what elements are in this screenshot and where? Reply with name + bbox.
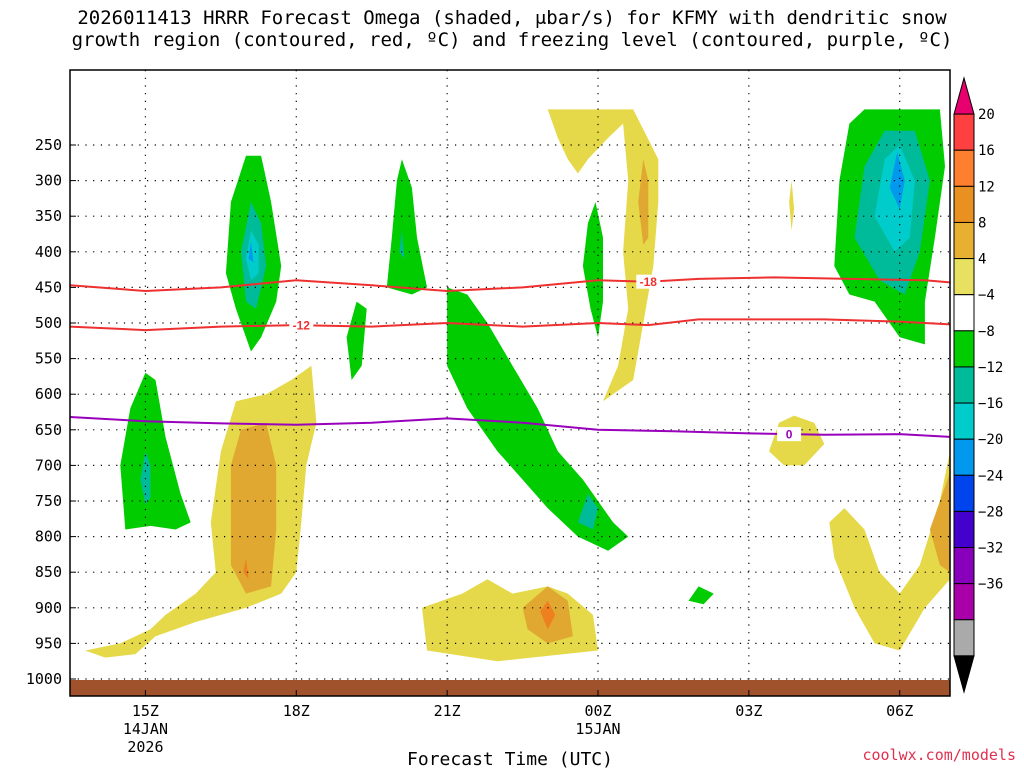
x-tick-label-03Z: 03Z <box>735 702 762 720</box>
omega-region-orange-17z <box>243 558 249 580</box>
colorbar-bin-14 <box>953 583 975 621</box>
contour-label-2: 0 <box>786 428 793 442</box>
colorbar-bin-9 <box>953 402 975 440</box>
omega-shading <box>85 109 950 662</box>
colorbar-label-1: 16 <box>978 143 995 159</box>
colorbar-label-4: 4 <box>978 252 986 268</box>
ground-surface <box>70 680 950 696</box>
y-tick-label-550: 550 <box>35 350 62 368</box>
credit-text: coolwx.com/models <box>862 746 1016 764</box>
omega-region-yellow-0530z <box>829 451 950 651</box>
colorbar: 20 16 12 8 4 −4 −8 −12 −16 −20 −24 −28 −32 −36 <box>953 76 1003 694</box>
chart-title-line2: growth region (contoured, red, ºC) and f… <box>72 29 953 51</box>
colorbar-bin-7 <box>953 330 975 368</box>
y-tick-label-250: 250 <box>35 136 62 154</box>
x-tick-label-00Z: 00Z <box>584 702 611 720</box>
chart-title-line1: 2026011413 HRRR Forecast Omega (shaded, … <box>77 7 947 29</box>
colorbar-label-11: −28 <box>978 504 1003 520</box>
y-tick-label-650: 650 <box>35 421 62 439</box>
contour-label-bg-1 <box>289 318 314 333</box>
contour-label-0: -18 <box>640 275 658 289</box>
colorbar-bin-1 <box>953 113 975 151</box>
omega-region-blue-1630z <box>248 241 254 263</box>
omega-region-green-0130z <box>688 586 714 605</box>
temperature-contours: -18 -12 0 <box>69 274 951 442</box>
colorbar-label-3: 8 <box>978 215 986 231</box>
omega-region-green-1930z <box>386 159 427 295</box>
contour-line-0 <box>69 276 951 293</box>
y-tick-label-800: 800 <box>35 528 62 546</box>
colorbar-label-6: −8 <box>978 324 995 340</box>
colorbar-label-13: −36 <box>978 577 1003 593</box>
plot-area: -18 -12 0 <box>69 69 951 697</box>
omega-region-green-19z <box>346 301 367 380</box>
x-tick-date-00Z: 15JAN <box>575 720 620 738</box>
colorbar-bin-3 <box>953 185 975 223</box>
contour-label-bg-0 <box>636 274 661 289</box>
plot-frame <box>69 69 951 697</box>
colorbar-label-9: −20 <box>978 432 1003 448</box>
colorbar-bin-11 <box>953 474 975 512</box>
x-axis-title: Forecast Time (UTC) <box>407 749 613 768</box>
y-tick-label-850: 850 <box>35 563 62 581</box>
contour-label-1: -12 <box>293 319 311 333</box>
omega-region-cyan-06z <box>874 145 915 252</box>
y-tick-label-900: 900 <box>35 599 62 617</box>
colorbar-bin-15 <box>953 619 975 657</box>
x-tick-year-15Z: 2026 <box>127 738 163 756</box>
omega-region-teal-15z <box>140 451 151 505</box>
colorbar-bin-8 <box>953 366 975 404</box>
omega-region-green-15z <box>120 372 191 530</box>
y-tick-label-600: 600 <box>35 385 62 403</box>
y-tick-label-950: 950 <box>35 634 62 652</box>
omega-region-teal-2330z <box>577 493 598 530</box>
colorbar-label-0: 20 <box>978 107 995 123</box>
colorbar-label-10: −24 <box>978 468 1003 484</box>
omega-region-gold-2430z <box>638 159 649 245</box>
colorbar-label-12: −32 <box>978 541 1003 557</box>
colorbar-bin-13 <box>953 547 975 585</box>
y-tick-label-400: 400 <box>35 243 62 261</box>
y-axis: 250 300 350 400 450 500 550 600 650 700 750 800 850 9… <box>26 136 76 688</box>
omega-region-yellow-0330z-small <box>789 180 795 231</box>
gridlines <box>70 70 950 696</box>
y-tick-label-350: 350 <box>35 207 62 225</box>
omega-region-gold-17z <box>230 422 277 594</box>
colorbar-bin-2 <box>953 149 975 187</box>
x-tick-label-18Z: 18Z <box>283 702 310 720</box>
x-tick-label-21Z: 21Z <box>434 702 461 720</box>
omega-region-orange-23z <box>540 600 556 630</box>
y-tick-label-450: 450 <box>35 278 62 296</box>
colorbar-bin-4 <box>953 221 975 260</box>
x-tick-label-15Z: 15Z <box>132 702 159 720</box>
y-tick-label-700: 700 <box>35 456 62 474</box>
omega-region-green-21z <box>447 287 629 551</box>
contour-line-1 <box>69 318 951 332</box>
contour-label-bg-2 <box>777 427 802 442</box>
colorbar-bin-6 <box>953 294 975 332</box>
colorbar-label-8: −16 <box>978 396 1003 412</box>
x-tick-date-15Z: 14JAN <box>123 720 168 738</box>
colorbar-arrow-bottom <box>953 655 975 694</box>
colorbar-bin-10 <box>953 438 975 476</box>
colorbar-label-7: −12 <box>978 360 1003 376</box>
colorbar-label-5: −4 <box>978 288 995 304</box>
y-tick-label-500: 500 <box>35 314 62 332</box>
colorbar-bin-12 <box>953 510 975 549</box>
contour-line-2 <box>69 416 951 438</box>
omega-region-blue-06z <box>889 152 905 210</box>
colorbar-bin-5 <box>953 258 975 296</box>
omega-region-green-2330z-upper <box>582 202 603 338</box>
y-tick-label-1000: 1000 <box>26 670 62 688</box>
y-tick-label-300: 300 <box>35 172 62 190</box>
omega-region-teal-1930z <box>399 230 405 259</box>
x-tick-label-06Z: 06Z <box>886 702 913 720</box>
y-tick-label-750: 750 <box>35 492 62 510</box>
omega-region-gold-0630z <box>929 472 950 573</box>
colorbar-arrow-top <box>953 76 975 115</box>
colorbar-label-2: 12 <box>978 179 995 195</box>
omega-region-yellow-21z-top <box>447 109 699 402</box>
